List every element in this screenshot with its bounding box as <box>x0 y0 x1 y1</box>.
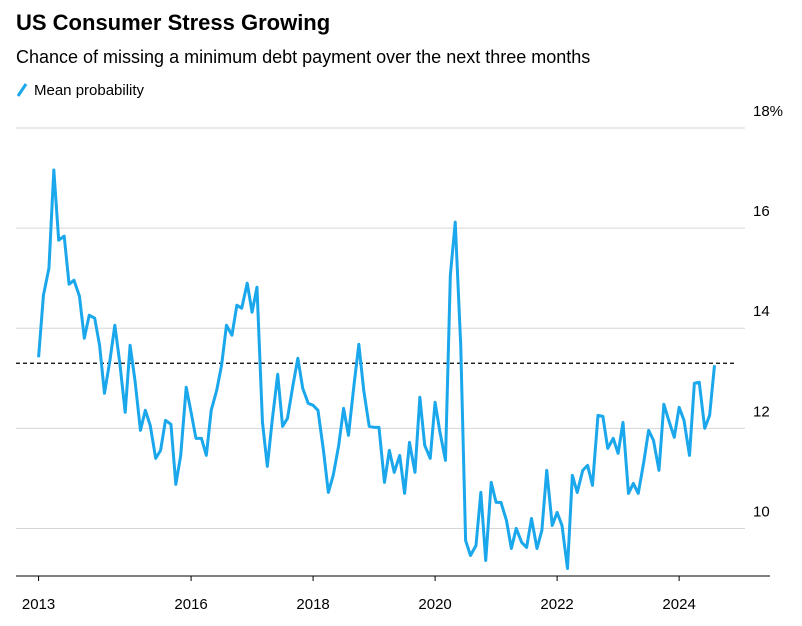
legend-swatch <box>16 83 28 97</box>
chart-subtitle: Chance of missing a minimum debt payment… <box>16 47 590 67</box>
x-tick-label: 2022 <box>540 596 573 613</box>
data-line <box>37 168 716 570</box>
y-tick-label: 16 <box>753 203 770 220</box>
legend-label: Mean probability <box>34 82 145 99</box>
x-tick-label: 2013 <box>22 596 55 613</box>
y-tick-label: 10 <box>753 503 770 520</box>
x-tick-label: 2020 <box>418 596 451 613</box>
x-tick-label: 2016 <box>174 596 207 613</box>
x-tick-label: 2024 <box>662 596 695 613</box>
y-tick-label: 12 <box>753 403 770 420</box>
y-tick-label: 18% <box>753 103 783 120</box>
y-tick-label: 14 <box>753 303 770 320</box>
x-tick-label: 2018 <box>296 596 329 613</box>
chart-title: US Consumer Stress Growing <box>16 10 330 35</box>
